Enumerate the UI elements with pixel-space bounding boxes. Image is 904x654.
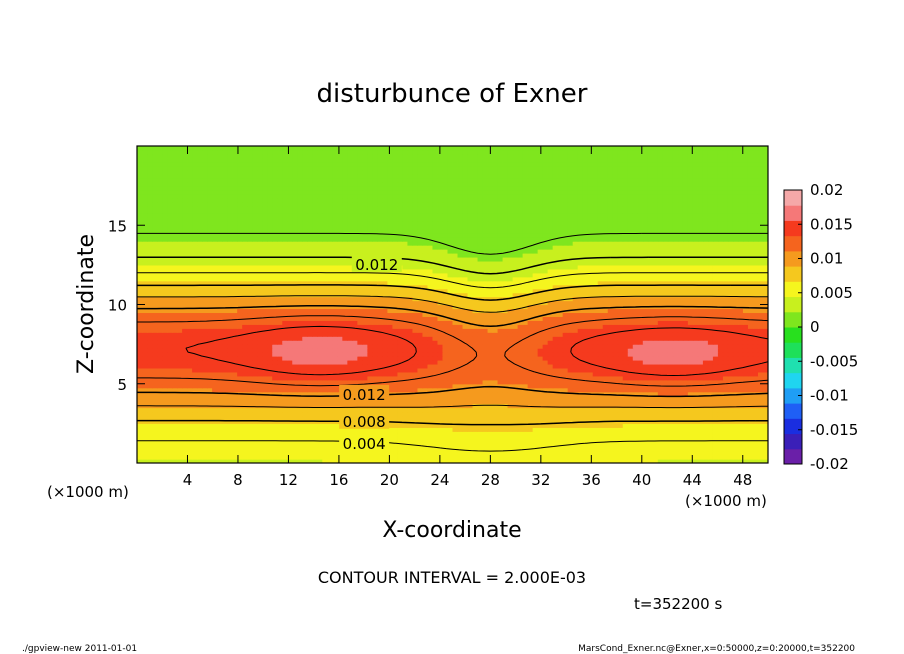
contour-labels: 0.012 0.012 0.008 0.004 [339,254,402,453]
colorbar-swatch [784,205,802,221]
colorbar-tick-label: -0.015 [810,421,858,439]
colorbar-swatch [784,311,802,328]
chart-title: disturbunce of Exner [317,79,588,109]
contour-line [137,284,768,426]
contour-label-bg [339,433,390,451]
colorbar-tick-label: -0.02 [810,455,849,473]
time-label: t=352200 s [634,595,722,613]
x-tick-label: 16 [329,471,348,489]
footer-left: ./gpview-new 2011-01-01 [22,644,137,654]
y-axis-ticks: 5 10 15 [108,217,768,394]
contour-interval: CONTOUR INTERVAL = 2.000E-03 [318,568,586,587]
x-tick-label: 20 [380,471,399,489]
x-tick-label: 36 [582,471,601,489]
x-tick-label: 8 [233,471,243,489]
contour-label: 0.004 [343,435,386,453]
colorbar-swatch [784,250,802,267]
colorbar-swatch [784,266,802,282]
contour-line [137,295,768,409]
colorbar-tick-label: 0.01 [810,250,843,268]
colorbar-tick-label: 0.02 [810,181,843,199]
contour-label: 0.012 [343,386,386,404]
colorbar-swatch [784,357,802,374]
contour-line [137,256,768,275]
x-unit-right: (×1000 m) [685,492,767,510]
x-tick-label: 4 [183,471,193,489]
contour-label: 0.008 [343,413,386,431]
contour-label: 0.012 [355,256,398,274]
colorbar-swatch [784,327,802,343]
colorbar-swatch [784,418,802,435]
contour-fill [137,146,768,463]
colorbar-swatch [784,372,802,389]
colorbar-swatch [784,448,802,465]
x-tick-label: 40 [632,471,651,489]
colorbar-swatch [784,190,802,206]
colorbar-swatch [784,403,802,419]
colorbar-swatch [784,387,802,404]
colorbar-swatch [784,281,802,298]
colorbar-swatch [784,342,802,358]
contour-label-bg [351,254,402,272]
contour-label-bg [339,384,390,402]
y-axis-label: Z-coordinate [74,234,99,374]
x-tick-label: 28 [481,471,500,489]
colorbar-tick-label: -0.005 [810,352,858,370]
colorbar-tick-label: -0.01 [810,387,849,405]
colorbar [784,190,802,465]
contour-line [137,315,768,387]
colorbar-swatch [784,235,802,252]
x-tick-label: 24 [430,471,449,489]
colorbar-tick-label: 0.005 [810,284,853,302]
x-tick-label: 48 [733,471,752,489]
colorbar-ticks: 0.02 0.015 0.01 0.005 0 -0.005 -0.01 -0.015 -0.0… [798,181,858,473]
colorbar-tick-label: 0.015 [810,215,853,233]
contour-lines [137,232,768,452]
x-axis-label: X-coordinate [382,518,521,543]
y-tick-label: 5 [117,376,127,394]
footer-right: MarsCond_Exner.nc@Exner,x=0:50000,z=0:20… [578,644,855,654]
colorbar-swatch [784,433,802,450]
contour-line [137,304,768,398]
colorbar-swatch [784,296,802,313]
contour-line [137,232,768,255]
y-tick-label: 10 [108,297,127,315]
contour-line [185,325,768,376]
x-tick-label: 44 [683,471,702,489]
x-tick-label: 12 [279,471,298,489]
y-tick-label: 15 [108,217,127,235]
colorbar-tick-label: 0 [810,318,820,336]
x-tick-label: 32 [531,471,550,489]
x-axis-ticks: 4 8 12 16 20 24 28 32 36 40 44 48 [183,146,752,489]
colorbar-swatch [784,220,802,237]
contour-label-bg [339,411,390,429]
x-unit-left: (×1000 m) [47,483,129,501]
